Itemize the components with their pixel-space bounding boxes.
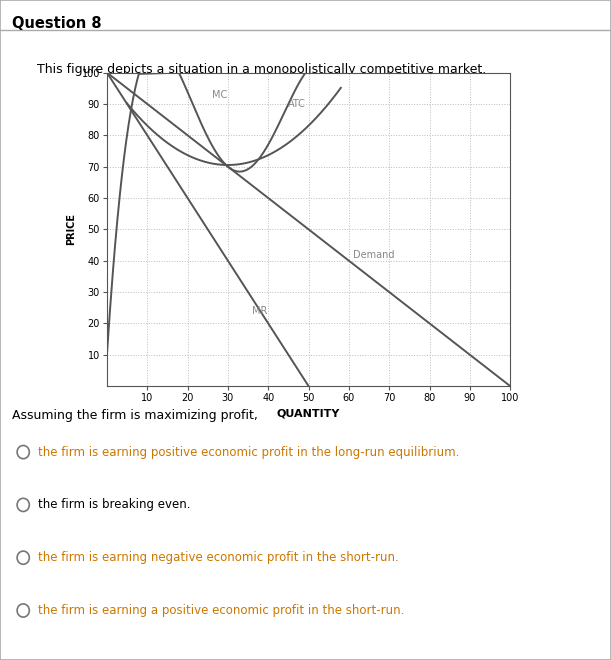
Text: ATC: ATC xyxy=(288,99,306,109)
Text: This figure depicts a situation in a monopolistically competitive market.: This figure depicts a situation in a mon… xyxy=(37,63,486,76)
X-axis label: QUANTITY: QUANTITY xyxy=(277,409,340,418)
Text: MC: MC xyxy=(212,90,227,100)
Text: the firm is earning a positive economic profit in the short-run.: the firm is earning a positive economic … xyxy=(38,604,404,617)
Text: Assuming the firm is maximizing profit,: Assuming the firm is maximizing profit, xyxy=(12,409,258,422)
Text: MR: MR xyxy=(252,306,268,316)
Text: Question 8: Question 8 xyxy=(12,16,102,32)
Text: the firm is breaking even.: the firm is breaking even. xyxy=(38,498,191,512)
Text: Demand: Demand xyxy=(353,249,395,259)
Y-axis label: PRICE: PRICE xyxy=(66,213,76,246)
Text: the firm is earning positive economic profit in the long-run equilibrium.: the firm is earning positive economic pr… xyxy=(38,446,459,459)
Text: the firm is earning negative economic profit in the short-run.: the firm is earning negative economic pr… xyxy=(38,551,398,564)
